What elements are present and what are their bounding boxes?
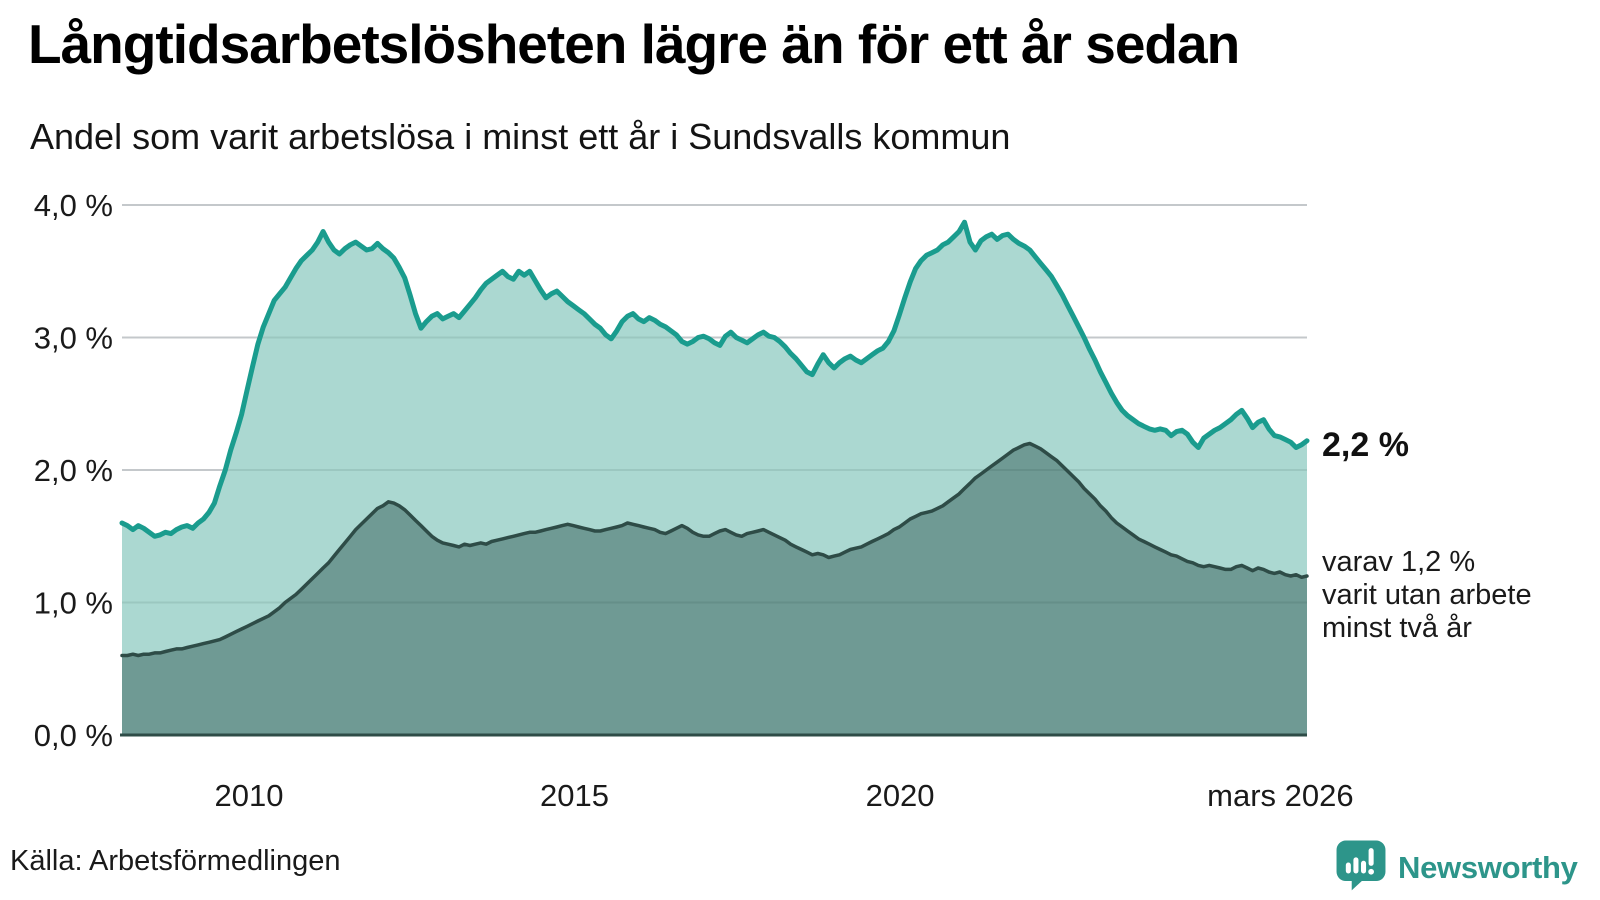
x-tick-label: 2020 xyxy=(866,778,935,813)
newsworthy-logo-icon xyxy=(1334,838,1388,897)
page-title: Långtidsarbetslösheten lägre än för ett … xyxy=(28,13,1240,75)
y-tick-label: 0,0 % xyxy=(34,718,113,753)
line-minst-tva-ar xyxy=(120,441,1309,658)
x-tick-label: 2015 xyxy=(540,778,609,813)
y-tick-label: 1,0 % xyxy=(34,586,113,621)
newsworthy-brand: Newsworthy xyxy=(1334,838,1578,897)
y-tick-label: 3,0 % xyxy=(34,321,113,356)
annotation-line-3: minst två år xyxy=(1322,612,1472,644)
annotation-line-1: varav 1,2 % xyxy=(1322,546,1476,578)
brand-wordmark: Newsworthy xyxy=(1398,849,1578,885)
x-tick-label: mars 2026 xyxy=(1207,778,1353,813)
chart-subtitle: Andel som varit arbetslösa i minst ett å… xyxy=(30,116,1011,157)
unemployment-area-chart: 4,0 % 3,0 % 2,0 % 1,0 % 0,0 % 2010 2015 2020 mar… xyxy=(34,188,1354,813)
series-total-end-value-label: 2,2 % xyxy=(1322,426,1409,464)
source-credit: Källa: Arbetsförmedlingen xyxy=(10,845,341,877)
y-tick-label: 2,0 % xyxy=(34,453,113,488)
series-two-years-annotation: varav 1,2 % varit utan arbete minst två … xyxy=(1322,546,1532,645)
y-tick-label: 4,0 % xyxy=(34,188,113,223)
line-minst-ett-ar xyxy=(119,219,1310,539)
x-tick-label: 2010 xyxy=(214,778,283,813)
area-minst-tva-ar xyxy=(122,443,1307,735)
annotation-line-2: varit utan arbete xyxy=(1322,579,1532,611)
